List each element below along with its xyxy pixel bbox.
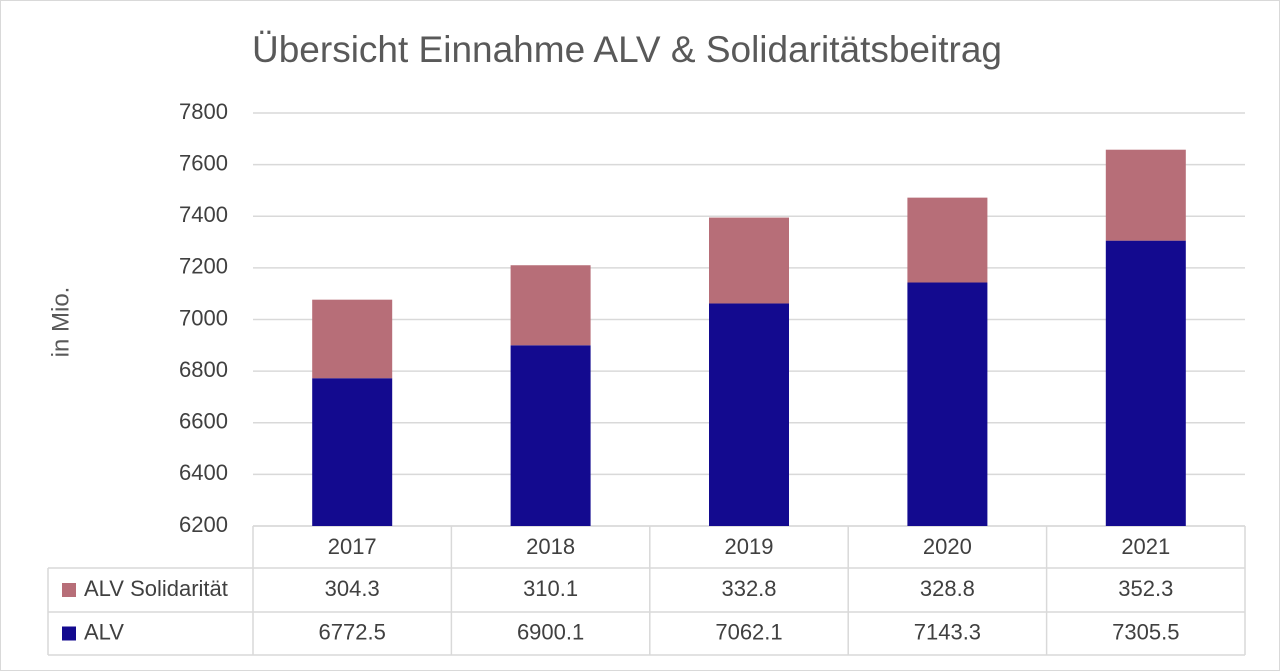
table-value: 7062.1 [715,619,782,644]
bar-segment [510,265,591,346]
table-value: 304.3 [325,576,380,601]
bar-segment [1105,149,1186,241]
table-value: 332.8 [721,576,776,601]
table-value: 352.3 [1118,576,1173,601]
table-value: 310.1 [523,576,578,601]
bar-segment [709,303,789,526]
x-tick-label: 2017 [328,534,377,559]
y-tick-label: 6400 [179,460,228,485]
bar-segment [907,197,988,283]
y-tick-label: 7800 [179,99,228,124]
chart-title: Übersicht Einnahme ALV & Solidaritätsbei… [252,29,1002,70]
table-value: 7305.5 [1112,619,1179,644]
bar-segment [312,378,393,526]
y-tick-label: 7200 [179,254,228,279]
table-value: 328.8 [920,576,975,601]
y-tick-label: 7600 [179,150,228,175]
y-tick-label: 6600 [179,409,228,434]
bar-segment [709,217,789,304]
legend-swatch [62,583,76,597]
x-tick-label: 2019 [725,534,774,559]
table-value: 6772.5 [319,619,386,644]
y-tick-label: 6800 [179,357,228,382]
legend-label: ALV [84,619,124,644]
table-value: 7143.3 [914,619,981,644]
x-tick-label: 2021 [1121,534,1170,559]
bar-segment [1105,240,1186,526]
x-tick-label: 2020 [923,534,972,559]
legend-label: ALV Solidarität [84,576,228,601]
y-tick-label: 7000 [179,305,228,330]
y-tick-label: 6200 [179,512,228,537]
y-axis-label: in Mio. [47,287,74,358]
y-tick-label: 7400 [179,202,228,227]
bar-segment [510,345,591,526]
x-tick-label: 2018 [526,534,575,559]
bar-segment [312,299,393,379]
table-value: 6900.1 [517,619,584,644]
bar-segment [907,282,988,526]
legend-swatch [62,626,76,641]
